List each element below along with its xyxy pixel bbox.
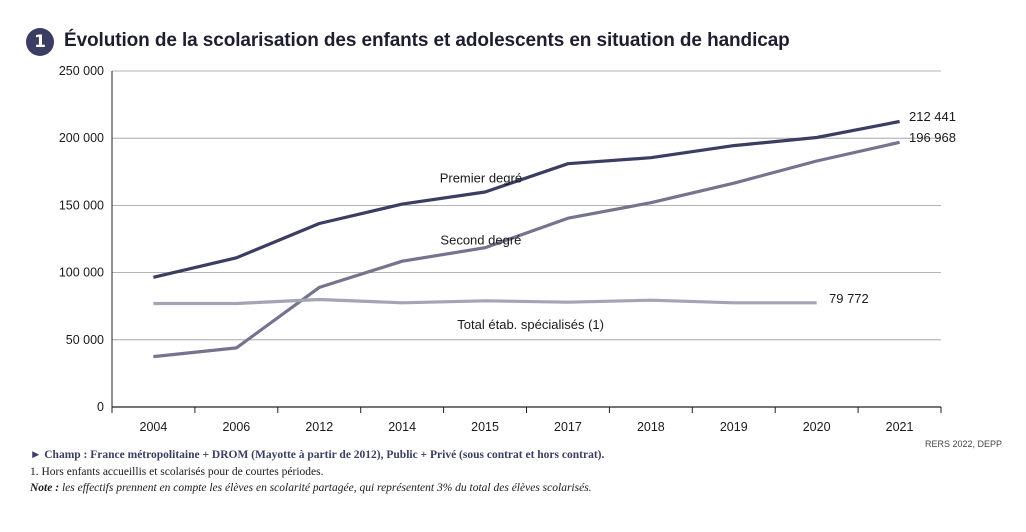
x-tick-label: 2021: [886, 420, 914, 434]
x-tick-label: 2012: [305, 420, 333, 434]
x-tick-label: 2018: [637, 420, 665, 434]
y-tick-label: 100 000: [59, 266, 104, 280]
x-tick-label: 2014: [388, 420, 416, 434]
x-tick-label: 2004: [140, 420, 168, 434]
footnote: 1. Hors enfants accueillis et scolarisés…: [30, 466, 324, 478]
series-lines: [153, 119, 900, 359]
x-tick-label: 2017: [554, 420, 582, 434]
x-tick-label: 2020: [803, 420, 831, 434]
note: Note : les effectifs prennent en compte …: [30, 482, 592, 494]
x-tick-label: 2019: [720, 420, 748, 434]
series-line-3: [153, 297, 817, 306]
grid-lines: [111, 70, 941, 407]
y-tick-label: 250 000: [59, 64, 104, 78]
end-value-label: 212 441: [909, 109, 956, 124]
x-axis: 2004 2006 2012 2014 2015 2017 2018 2019 2020 2021: [111, 406, 942, 434]
y-tick-label: 50 000: [66, 333, 104, 347]
series-name-label: Second degré: [440, 232, 521, 247]
x-tick-label: 2015: [471, 420, 499, 434]
y-tick-label: 150 000: [59, 198, 104, 212]
series-line-1: [153, 119, 900, 279]
note-text: les effectifs prennent en compte les élè…: [59, 482, 592, 494]
x-tick-label: 2006: [222, 420, 250, 434]
series-name-label: Total étab. spécialisés (1): [457, 317, 604, 332]
series-labels: Premier degré Second degré Total étab. spé…: [440, 109, 956, 332]
figure-number-badge: 1: [26, 28, 54, 56]
y-axis-tick-labels: 0 50 000 100 000 150 000 200 000 250 000: [59, 64, 104, 414]
chart-title: Évolution de la scolarisation des enfant…: [64, 30, 790, 51]
end-value-label: 79 772: [829, 291, 869, 306]
end-value-label: 196 968: [909, 130, 956, 145]
note-label: Note :: [30, 482, 60, 494]
source-credit: RERS 2022, DEPP: [924, 439, 1002, 449]
series-name-label: Premier degré: [440, 171, 522, 186]
y-tick-label: 0: [97, 400, 104, 414]
y-tick-label: 200 000: [59, 131, 104, 145]
series-line-2: [153, 140, 900, 359]
scope-note: ► Champ : France métropolitaine + DROM (…: [30, 449, 605, 461]
